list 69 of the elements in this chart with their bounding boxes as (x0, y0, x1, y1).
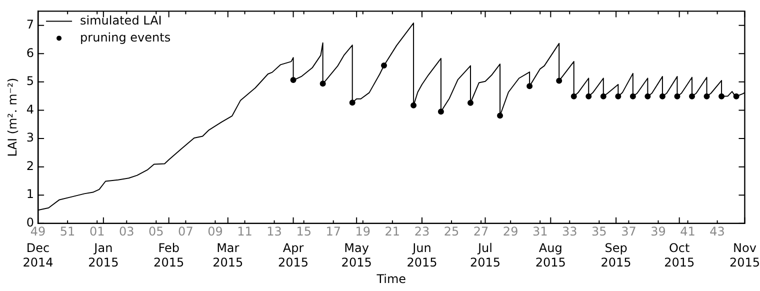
x2-tick-label: 29 (502, 224, 518, 239)
legend-label: simulated LAI (80, 13, 162, 28)
x-tick-label: Apr 2015 (278, 241, 309, 270)
x2-tick-label: 01 (89, 224, 105, 239)
point (290, 76, 296, 83)
point (600, 93, 606, 100)
x2-tick-label: 51 (60, 224, 76, 239)
y-tick-label: 6 (26, 46, 34, 60)
point (630, 93, 636, 100)
point (467, 100, 474, 106)
x-tick-label: Jul 2015 (470, 241, 501, 270)
y-tick-label: 7 (26, 17, 34, 32)
x2-tick-label: 27 (473, 224, 489, 239)
x-tick-label: Sep 2015 (600, 241, 632, 270)
x2-tick-label: 19 (355, 224, 371, 239)
point (688, 93, 695, 100)
y-tick-label: 4 (26, 102, 34, 116)
point (556, 78, 562, 84)
point (615, 93, 622, 100)
y-tick-label: 0 (26, 216, 34, 230)
x2-tick-label: 05 (148, 224, 164, 239)
x-tick-label: Nov 2015 (729, 241, 760, 270)
x-tick-label: Aug 2015 (535, 241, 566, 270)
point (349, 100, 356, 106)
x-tick-label: May 2015 (341, 241, 372, 270)
point (586, 93, 592, 100)
x2-tick-label: 43 (710, 224, 725, 239)
x2-tick-label: 35 (592, 224, 607, 239)
point (733, 93, 740, 100)
x2-tick-label: 21 (384, 224, 400, 239)
x2-tick-label: 13 (266, 224, 282, 239)
point (644, 93, 651, 100)
x-tick-label: Feb 2015 (154, 241, 184, 270)
y-tick-label: 2 (26, 158, 34, 173)
point (659, 93, 666, 100)
x-tick-label: Mar 2015 (212, 241, 244, 270)
x2-tick-label: 23 (414, 224, 430, 239)
x2-tick-label: 31 (532, 224, 548, 239)
point (704, 93, 710, 100)
x2-tick-label: 41 (680, 224, 696, 239)
point (410, 102, 417, 108)
point (320, 80, 326, 87)
x-tick-label: Oct 2015 (664, 241, 695, 270)
x2-tick-label: 07 (178, 224, 194, 239)
point (570, 93, 577, 100)
x-tick-label: Jun 2015 (406, 241, 438, 270)
x2-tick-label: 33 (562, 224, 578, 239)
point (674, 93, 680, 100)
point (438, 108, 444, 115)
point (381, 62, 387, 69)
y-tick-label: 3 (26, 130, 34, 145)
x2-tick-label: 03 (118, 224, 134, 239)
y-tick-label: 1 (26, 187, 34, 202)
point (718, 93, 725, 100)
x-tick-label: Dec 2014 (22, 241, 54, 270)
x2-tick-label: 09 (208, 224, 223, 239)
point (497, 112, 504, 119)
x2-tick-label: 15 (296, 224, 312, 239)
legend-label: pruning events (80, 30, 171, 44)
point (526, 83, 533, 90)
x2-tick-label: 39 (650, 224, 666, 239)
x-axis-title: Time (376, 272, 406, 286)
x-tick-label: Jan 2015 (88, 241, 119, 270)
x2-tick-label: 37 (621, 224, 636, 239)
x2-tick-label: 17 (326, 224, 342, 239)
y-axis-title: LAI (m². m⁻²) (5, 78, 20, 157)
x2-tick-label: 25 (444, 224, 460, 239)
x2-tick-label: 11 (237, 224, 252, 239)
y-tick-label: 5 (26, 74, 34, 88)
